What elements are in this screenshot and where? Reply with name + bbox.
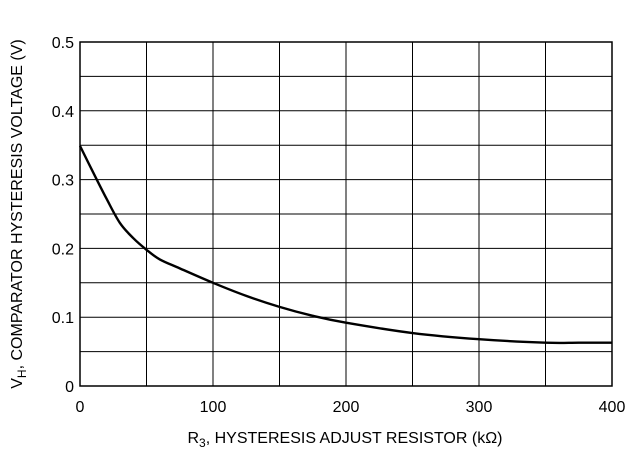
x-tick-label: 0 [76,399,85,416]
y-axis-title: VH, COMPARATOR HYSTERESIS VOLTAGE (V) [9,39,29,388]
y-tick-label: 0.4 [52,104,74,121]
x-tick-label: 200 [333,399,360,416]
y-tick-label: 0.2 [52,241,74,258]
plot-frame [79,41,613,387]
y-tick-label: 0 [65,379,74,396]
y-tick-label: 0.5 [52,35,74,52]
x-tick-label: 300 [466,399,493,416]
grid [80,42,612,386]
x-axis-title: R3, HYSTERESIS ADJUST RESISTOR (kΩ) [187,430,502,450]
series-line [78,145,612,345]
x-tick-label: 100 [200,399,227,416]
tick-labels: 0 100 200 300 400 0 0.1 0.2 0.3 0.4 0.5 [52,35,626,416]
y-tick-label: 0.1 [52,310,74,327]
x-tick-label: 400 [599,399,626,416]
y-tick-label: 0.3 [52,173,74,190]
series-layer [78,145,612,345]
